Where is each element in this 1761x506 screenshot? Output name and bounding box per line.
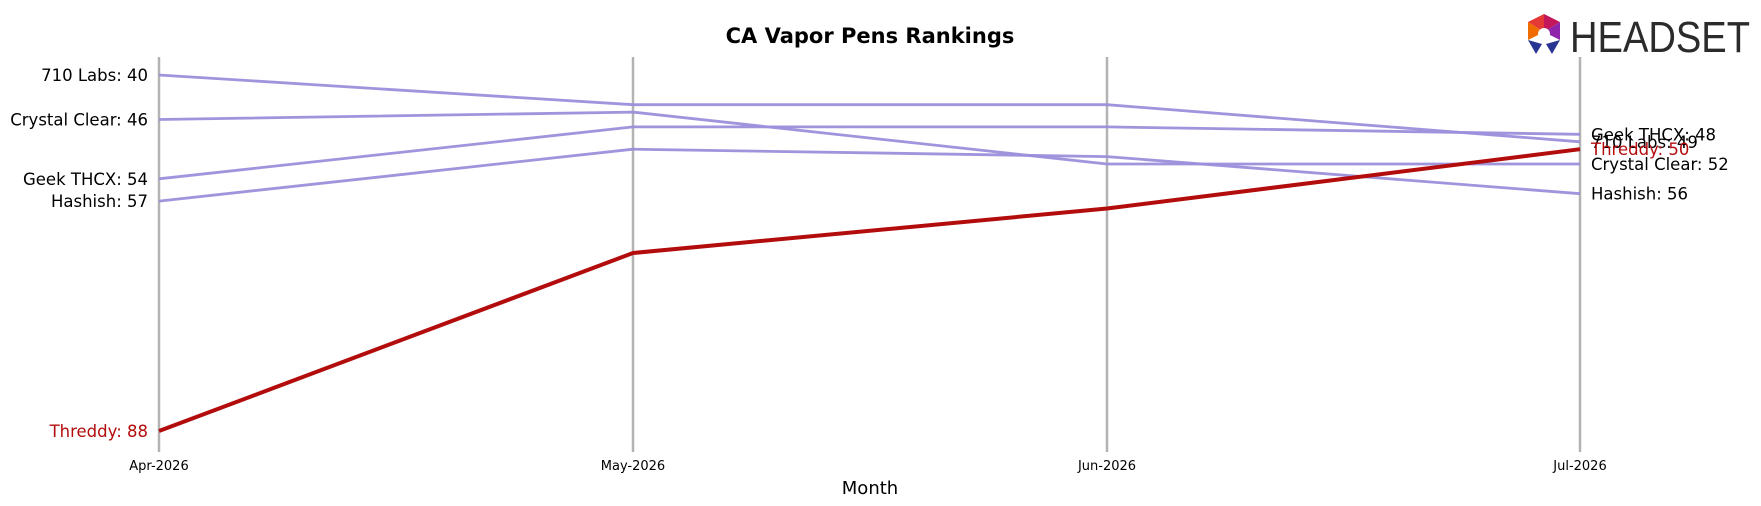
right-label-threddy: Threddy: 50	[1590, 140, 1689, 159]
month-gridlines	[157, 57, 1582, 452]
series-line-hashish	[158, 147, 1581, 203]
series-lines	[158, 73, 1581, 433]
x-tick-may-2026: May-2026	[601, 459, 665, 474]
x-axis-label: Month	[842, 478, 898, 499]
left-label-hashish: Hashish: 57	[51, 192, 148, 211]
series-line-crystal-clear	[158, 110, 1580, 166]
headset-logo-text: HEADSET	[1570, 13, 1750, 62]
chart-title: CA Vapor Pens Rankings	[726, 24, 1015, 48]
x-tick-labels: Apr-2026 May-2026 Jun-2026 Jul-2026	[129, 459, 1606, 474]
headset-logo-mark	[1528, 14, 1560, 54]
left-label-crystal-clear: Crystal Clear: 46	[10, 111, 148, 130]
series-line-710-labs	[158, 73, 1581, 144]
x-tick-apr-2026: Apr-2026	[129, 459, 188, 474]
left-label-threddy: Threddy: 88	[49, 422, 148, 441]
series-line-threddy	[158, 147, 1581, 433]
right-label-710-labs: 710 Labs: 49	[1591, 133, 1698, 152]
right-label-crystal-clear: Crystal Clear: 52	[1591, 155, 1729, 174]
x-tick-jun-2026: Jun-2026	[1077, 459, 1136, 474]
series-labels: 710 Labs: 40 Crystal Clear: 46 Geek THCX: …	[10, 66, 1729, 441]
right-label-geek-thcx: Geek THCX: 48	[1591, 125, 1716, 144]
right-label-hashish: Hashish: 56	[1591, 185, 1688, 204]
left-label-geek-thcx: Geek THCX: 54	[23, 170, 148, 189]
x-tick-jul-2026: Jul-2026	[1552, 459, 1606, 474]
left-label-710-labs: 710 Labs: 40	[41, 66, 148, 85]
headset-logo: HEADSET	[1522, 10, 1752, 62]
series-line-geek-thcx	[158, 125, 1581, 181]
